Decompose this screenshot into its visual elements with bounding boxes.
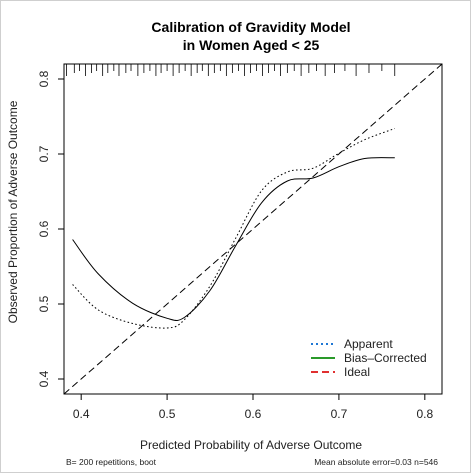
legend-label: Ideal <box>344 365 370 379</box>
y-axis-label: Observed Proportion of Adverse Outcome <box>6 100 20 323</box>
footer-left: B= 200 repetitions, boot <box>66 457 157 467</box>
y-axis: 0.4 0.5 0.6 0.7 0.8 <box>37 70 64 387</box>
legend-label: Bias–Corrected <box>344 351 427 365</box>
x-tick-label: 0.6 <box>245 407 262 421</box>
chart-title-line1: Calibration of Gravidity Model <box>151 19 350 35</box>
y-tick-label: 0.4 <box>37 370 51 387</box>
chart-title-line2: in Women Aged < 25 <box>183 37 320 53</box>
x-tick-label: 0.7 <box>331 407 348 421</box>
y-tick-label: 0.8 <box>37 70 51 87</box>
x-tick-label: 0.4 <box>73 407 90 421</box>
footer-right: Mean absolute error=0.03 n=546 <box>314 457 438 467</box>
x-axis: 0.4 0.5 0.6 0.7 0.8 <box>73 394 433 421</box>
y-tick-label: 0.5 <box>37 295 51 312</box>
series-dashed-line <box>63 63 443 395</box>
series-dotted-line <box>72 128 395 329</box>
curves <box>63 63 443 395</box>
legend-label: Apparent <box>344 337 393 351</box>
rug-ticks <box>66 64 396 76</box>
x-axis-label: Predicted Probability of Adverse Outcome <box>140 438 362 452</box>
y-tick-label: 0.6 <box>37 220 51 237</box>
series-solid-line <box>72 157 395 321</box>
x-tick-label: 0.8 <box>416 407 433 421</box>
y-tick-label: 0.7 <box>37 145 51 162</box>
x-tick-label: 0.5 <box>159 407 176 421</box>
